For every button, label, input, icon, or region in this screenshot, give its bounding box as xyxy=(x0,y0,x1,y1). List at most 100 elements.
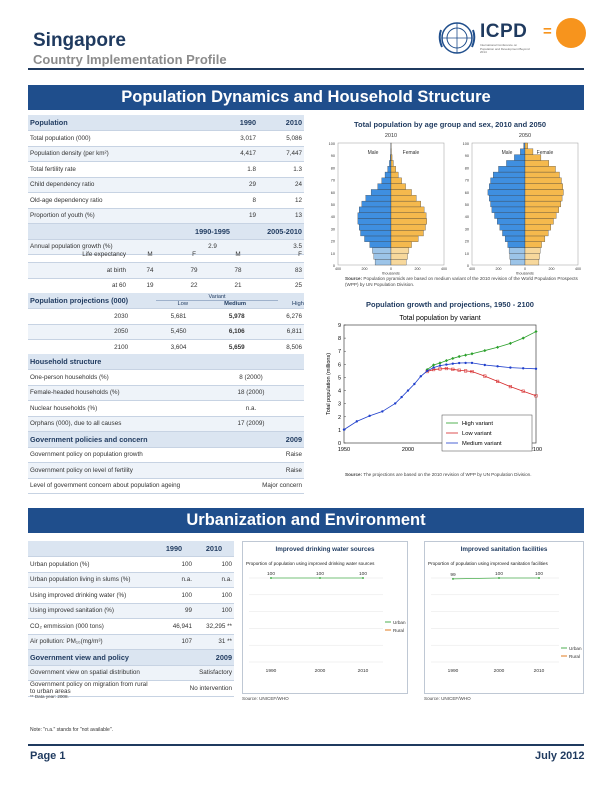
population-row-2010: 13 xyxy=(258,208,304,224)
projections-header: Population projections (000) Variant Low… xyxy=(28,293,304,309)
growth-point xyxy=(445,363,448,366)
growth-point xyxy=(508,385,512,389)
un-emblem-icon xyxy=(438,22,476,54)
urban-row: Using improved drinking water (%) 100 100 xyxy=(28,587,234,604)
policy-row-value: Raise xyxy=(198,462,304,479)
birth-label: at birth xyxy=(28,262,128,279)
projection-high: 6,811 xyxy=(246,324,304,340)
pyramid-bar-female xyxy=(390,229,424,237)
pyramid-bar-female xyxy=(524,171,560,179)
view-row-label: Government policy on migration from rura… xyxy=(28,680,154,697)
population-row: Old-age dependency ratio 8 12 xyxy=(28,192,304,209)
small-chart-legend-label: Urban xyxy=(393,620,406,625)
population-row-1990: 29 xyxy=(212,177,258,193)
urban-row-1990: n.a. xyxy=(154,572,194,588)
na-note: Note: "n.a." stands for "not available". xyxy=(30,727,113,733)
population-row-label: Old-age dependency ratio xyxy=(28,192,212,209)
household-header: Household structure xyxy=(28,354,304,370)
population-row-2010: 1.3 xyxy=(258,161,304,178)
view-year: 2009 xyxy=(194,649,234,666)
small-chart-legend-label: Rural xyxy=(393,628,404,633)
growth-y-tick: 6 xyxy=(338,362,341,368)
urban-row: Air pollution: PM₁₀(mg/m³) 107 31 ** xyxy=(28,634,234,650)
household-label: Household structure xyxy=(28,354,304,370)
pyramid-age-tick: 40 xyxy=(331,215,335,219)
pyramid-bar-male xyxy=(359,224,392,231)
growth-source-label: Source: xyxy=(345,472,363,477)
growth-point xyxy=(419,375,422,378)
policies-label: Government policies and concern xyxy=(28,431,198,448)
section-banner-urbanization: Urbanization and Environment xyxy=(28,508,584,533)
pyramid-bar-male xyxy=(490,200,526,208)
pyramid-bar-male xyxy=(499,224,526,231)
growth-point xyxy=(432,366,435,369)
growth-y-tick: 9 xyxy=(338,323,341,329)
policy-row-label: Government policy on level of fertility xyxy=(28,462,198,479)
urban-row-2010: 100 xyxy=(194,556,234,573)
pyramid-bar-male xyxy=(364,235,392,242)
population-row: Population density (per km²) 4,417 7,447 xyxy=(28,146,304,162)
population-row: Total population (000) 3,017 5,086 xyxy=(28,130,304,147)
growth-point xyxy=(470,352,474,356)
pyramid-bar-female xyxy=(524,200,561,208)
growth-y-tick: 1 xyxy=(338,428,341,434)
growth-point xyxy=(406,389,410,392)
water-chart-subtitle: Proportion of population using improved … xyxy=(246,561,375,566)
urban-row-2010: n.a. xyxy=(194,572,234,588)
pyramid-bar-female xyxy=(390,160,394,167)
population-row-label: Total fertility rate xyxy=(28,161,212,178)
pyramid-bar-female xyxy=(524,218,554,225)
growth-point xyxy=(496,365,499,368)
pyramid-source-label: Source: xyxy=(345,276,363,281)
pyramid-bar-male xyxy=(523,142,526,149)
projection-row: 2050 5,450 6,106 6,811 xyxy=(28,324,304,340)
birth-value: 83 xyxy=(260,262,304,279)
growth-y-tick: 7 xyxy=(338,349,341,355)
pyramid-bar-male xyxy=(361,200,392,208)
small-chart-x-tick: 2000 xyxy=(494,668,505,674)
pyramid-bar-male xyxy=(506,160,526,167)
policy-row-label: Government policy on population growth xyxy=(28,447,198,463)
pyramid-bar-female xyxy=(390,212,427,219)
growth-y-tick: 8 xyxy=(338,336,341,342)
birth-value: 78 xyxy=(216,262,260,279)
pyramid-age-tick: 80 xyxy=(465,166,469,170)
projection-low: 3,604 xyxy=(130,339,189,356)
section-banner-population: Population Dynamics and Household Struct… xyxy=(28,85,584,110)
growth-series-line xyxy=(427,368,537,397)
household-row-value: 17 (2009) xyxy=(198,416,304,432)
growth-point xyxy=(400,395,403,399)
urban-row: Urban population living in slums (%) n.a.… xyxy=(28,572,234,588)
growth-source: Source: The projections are based on the… xyxy=(345,472,585,478)
urban-footnote: ** Data year: 2008. xyxy=(30,694,69,699)
population-row-2010: 12 xyxy=(258,192,304,209)
pyramid-bar-male xyxy=(389,160,392,167)
population-col-2010: 2010 xyxy=(258,115,304,131)
urban-table: 1990 2010 Urban population (%) 100 100 Urba… xyxy=(28,541,234,697)
small-chart-point xyxy=(270,577,272,579)
pyramid-bar-male xyxy=(504,235,526,242)
pyramid-age-tick: 60 xyxy=(465,191,469,195)
small-chart-data-label: 100 xyxy=(495,571,503,577)
population-row-1990: 8 xyxy=(212,192,258,209)
pyramid-bar-male xyxy=(510,259,526,266)
small-chart-point xyxy=(538,577,540,579)
household-row: Nuclear households (%) n.a. xyxy=(28,400,304,417)
projections-table: Population projections (000) Variant Low… xyxy=(28,293,304,356)
projections-label: Population projections (000) xyxy=(28,293,131,309)
projection-row: 2030 5,681 5,978 6,276 xyxy=(28,308,304,325)
growth-point xyxy=(509,366,512,369)
urban-header: 1990 2010 xyxy=(28,541,234,557)
pyramid-bar-female xyxy=(524,142,528,149)
urban-col-1990: 1990 xyxy=(154,541,194,557)
growth-point xyxy=(368,414,371,418)
urban-row: Using improved sanitation (%) 99 100 xyxy=(28,603,234,619)
growth-x-tick: 2000 xyxy=(402,447,414,453)
population-row-1990: 4,417 xyxy=(212,146,258,162)
pyramid-bar-female xyxy=(524,154,542,161)
urban-row-1990: 99 xyxy=(154,603,194,619)
pyramid-bar-male xyxy=(370,189,392,196)
pyramid-bar-female xyxy=(390,195,417,202)
growth-chart-title: Population growth and projections, 1950 … xyxy=(366,300,534,309)
